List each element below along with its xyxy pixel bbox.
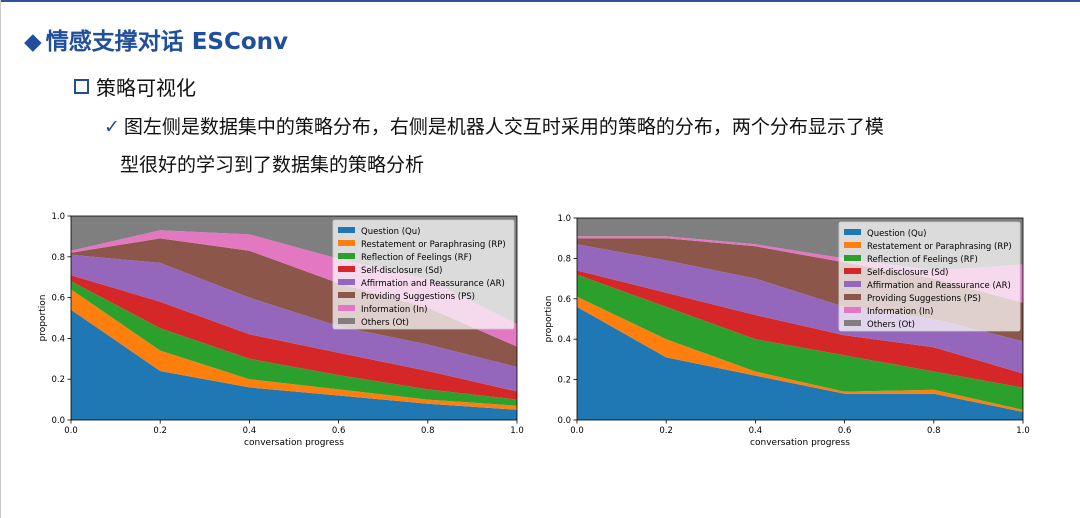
area-series-0	[71, 309, 517, 420]
legend-box	[332, 219, 515, 330]
legend-label: Providing Suggestions (PS)	[361, 292, 475, 302]
legend-swatch	[844, 242, 861, 248]
legend-swatch	[338, 266, 355, 272]
area-series-4	[577, 244, 1023, 374]
chart-right-model-strategy: 0.0 0.2 0.4 0.6 0.8 1.0 0.0 0.2 0.4 0.6 0.8 1.0 conv…	[544, 214, 1030, 448]
legend-swatch	[844, 229, 861, 235]
legend-label: Information (In)	[867, 307, 933, 317]
y-tick-label: 0.4	[51, 334, 65, 344]
y-tick-label: 0.8	[51, 253, 65, 263]
x-tick-label: 0.2	[659, 426, 673, 436]
legend-label: Affirmation and Reassurance (AR)	[867, 281, 1011, 291]
chart-left-dataset-strategy: 0.0 0.2 0.4 0.6 0.8 1.0 0.0 0.2 0.4 0.6 0.8 1.0 conv…	[38, 212, 524, 448]
legend-swatch	[338, 279, 355, 285]
area-series-3	[71, 275, 517, 400]
legend-swatch	[844, 268, 861, 274]
description-text-1: 图左侧是数据集中的策略分布，右侧是机器人交互时采用的策略的分布，两个分布显示了模	[123, 116, 884, 138]
area-series-1	[577, 296, 1023, 412]
legend-label: Self-disclosure (Sd)	[361, 266, 442, 276]
legend-box	[838, 221, 1021, 332]
y-tick-label: 0.2	[51, 375, 65, 385]
y-tick-label: 0.8	[557, 254, 571, 264]
legend: Question (Qu) Restatement or Paraphrasing…	[332, 219, 515, 330]
x-tick-label: 0.8	[421, 426, 435, 436]
section-heading-text: 策略可视化	[96, 76, 196, 100]
legend-label: Affirmation and Reassurance (AR)	[361, 279, 505, 289]
x-tick-label: 0.6	[332, 426, 346, 436]
slide-title-text: 情感支撑对话 ESConv	[45, 29, 289, 55]
y-tick-label: 0.4	[557, 335, 571, 345]
legend-swatch	[338, 292, 355, 298]
legend-swatch	[844, 320, 861, 326]
slide-title: ◆ 情感支撑对话 ESConv	[24, 22, 288, 56]
legend-label: Reflection of Feelings (RF)	[867, 255, 978, 265]
description-line-2: 型很好的学习到了数据集的策略分析	[120, 154, 425, 176]
legend-label: Providing Suggestions (PS)	[867, 294, 981, 304]
x-tick-label: 0.4	[749, 426, 763, 436]
area-series-5	[71, 238, 517, 367]
legend-swatch	[338, 318, 355, 324]
legend-label: Restatement or Paraphrasing (RP)	[361, 240, 506, 250]
square-bullet-icon	[74, 79, 89, 94]
x-tick-label: 0.8	[927, 426, 941, 436]
x-tick-label: 0.4	[243, 426, 257, 436]
legend-swatch	[338, 253, 355, 259]
section-heading: 策略可视化	[74, 72, 196, 101]
legend-label: Information (In)	[361, 305, 427, 315]
plot-frame	[576, 217, 1024, 421]
area-series-1	[71, 289, 517, 410]
x-tick-label: 0.2	[153, 426, 167, 436]
legend-swatch	[338, 305, 355, 311]
x-axis-label: conversation progress	[244, 438, 344, 448]
description-paragraph: ✓ 图左侧是数据集中的策略分布，右侧是机器人交互时采用的策略的分布，两个分布显示了…	[104, 108, 964, 184]
y-tick-label: 1.0	[51, 212, 65, 222]
x-tick-label: 0.0	[570, 426, 584, 436]
legend-swatch	[844, 307, 861, 313]
y-tick-label: 0.2	[557, 376, 571, 386]
y-axis-label: proportion	[544, 296, 554, 343]
top-rule	[0, 0, 1080, 2]
plot-frame	[70, 215, 518, 421]
diamond-icon: ◆	[24, 29, 42, 55]
x-tick-label: 0.0	[64, 426, 78, 436]
legend-label: Self-disclosure (Sd)	[867, 268, 948, 278]
y-tick-label: 0.0	[51, 416, 65, 426]
y-tick-label: 0.6	[557, 295, 571, 305]
legend-label: Reflection of Feelings (RF)	[361, 253, 472, 263]
description-line-1: ✓ 图左侧是数据集中的策略分布，右侧是机器人交互时采用的策略的分布，两个分布显示了…	[104, 108, 964, 146]
legend-swatch	[844, 294, 861, 300]
y-tick-label: 0.0	[557, 416, 571, 426]
legend-swatch	[338, 227, 355, 233]
legend-label: Question (Qu)	[361, 227, 420, 237]
x-tick-label: 1.0	[510, 426, 524, 436]
area-series-0	[577, 306, 1023, 420]
legend-label: Restatement or Paraphrasing (RP)	[867, 242, 1012, 252]
y-tick-label: 1.0	[557, 214, 571, 224]
left-rule	[0, 0, 1, 518]
area-series-2	[71, 281, 517, 406]
y-tick-label: 0.6	[51, 294, 65, 304]
checkmark-icon: ✓	[104, 116, 120, 138]
x-tick-label: 0.6	[838, 426, 852, 436]
legend-swatch	[338, 240, 355, 246]
legend-label: Others (Ot)	[361, 318, 409, 328]
x-axis-label: conversation progress	[750, 438, 850, 448]
legend-swatch	[844, 281, 861, 287]
area-series-3	[577, 270, 1023, 388]
legend-swatch	[844, 255, 861, 261]
area-series-2	[577, 274, 1023, 410]
area-series-4	[71, 254, 517, 392]
legend-label: Question (Qu)	[867, 229, 926, 239]
legend-label: Others (Ot)	[867, 320, 915, 330]
y-axis-label: proportion	[38, 295, 48, 342]
legend: Question (Qu) Restatement or Paraphrasing…	[838, 221, 1021, 332]
x-tick-label: 1.0	[1016, 426, 1030, 436]
